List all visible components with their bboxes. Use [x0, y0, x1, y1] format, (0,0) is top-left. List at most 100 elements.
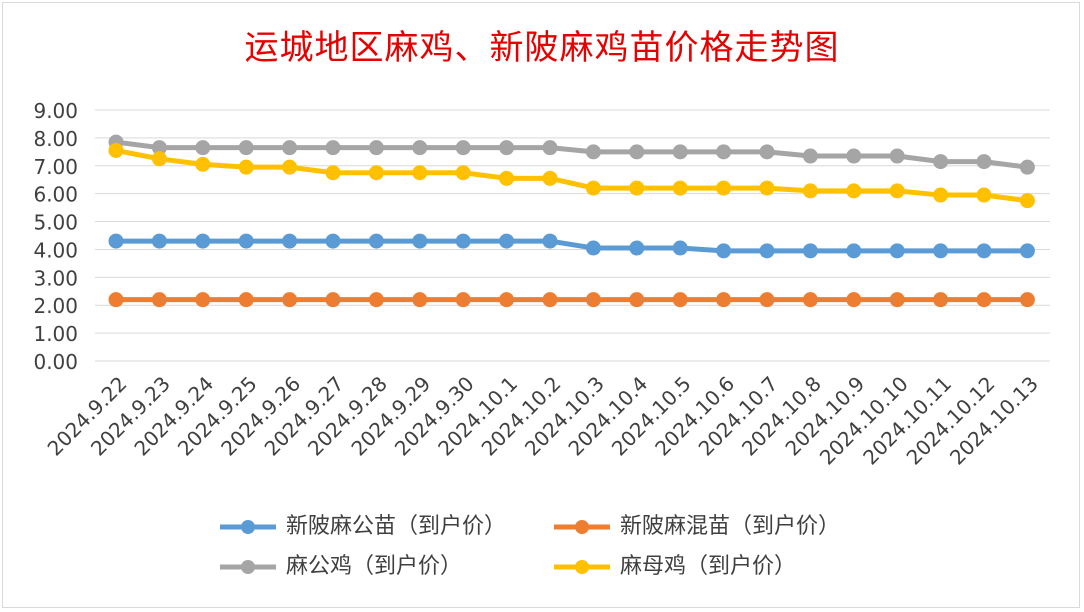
data-point	[282, 292, 298, 308]
legend-label: 麻母鸡（到户价）	[620, 554, 797, 579]
data-point	[585, 292, 601, 308]
data-point	[933, 154, 949, 170]
series-lines	[108, 134, 1035, 308]
data-point	[412, 233, 428, 249]
data-point	[585, 180, 601, 196]
data-point	[151, 233, 167, 249]
y-tick-label: 7.00	[33, 155, 78, 179]
series-0	[108, 233, 1035, 259]
data-point	[151, 151, 167, 167]
data-point	[933, 243, 949, 259]
data-point	[672, 180, 688, 196]
y-tick-label: 8.00	[33, 127, 78, 151]
data-point	[325, 292, 341, 308]
data-point	[412, 292, 428, 308]
data-point	[759, 144, 775, 160]
data-point	[802, 292, 818, 308]
data-point	[499, 140, 515, 156]
data-point	[889, 148, 905, 164]
data-point	[585, 240, 601, 256]
data-point	[195, 156, 211, 172]
data-point	[542, 170, 558, 186]
data-point	[542, 140, 558, 156]
data-point	[846, 183, 862, 199]
data-point	[672, 292, 688, 308]
data-point	[368, 233, 384, 249]
series-line	[113, 238, 1030, 254]
data-point	[499, 233, 515, 249]
data-point	[195, 140, 211, 156]
data-point	[1019, 159, 1035, 175]
data-point	[889, 183, 905, 199]
data-point	[672, 240, 688, 256]
gridlines	[95, 109, 1050, 362]
data-point	[889, 292, 905, 308]
data-point	[846, 243, 862, 259]
data-point	[195, 233, 211, 249]
data-point	[802, 243, 818, 259]
data-point	[455, 233, 471, 249]
data-point	[238, 159, 254, 175]
data-point	[1019, 243, 1035, 259]
y-tick-label: 3.00	[33, 266, 78, 290]
data-point	[195, 292, 211, 308]
legend-label: 新陂麻混苗（到户价）	[620, 514, 841, 539]
data-point	[846, 292, 862, 308]
y-tick-label: 9.00	[33, 99, 78, 123]
y-tick-label: 1.00	[33, 322, 78, 346]
series-2	[108, 134, 1035, 175]
y-tick-label: 0.00	[33, 350, 78, 374]
y-tick-label: 4.00	[33, 238, 78, 262]
data-point	[108, 292, 124, 308]
data-point	[976, 243, 992, 259]
data-point	[368, 292, 384, 308]
y-axis-ticks: 0.00 1.00 2.00 3.00 4.00 5.00 6.00 7.00 8.00 9.00	[33, 99, 78, 374]
data-point	[585, 144, 601, 160]
data-point	[455, 292, 471, 308]
data-point	[976, 187, 992, 203]
data-point	[933, 187, 949, 203]
data-point	[325, 165, 341, 181]
y-tick-label: 5.00	[33, 211, 78, 235]
data-point	[412, 140, 428, 156]
data-point	[455, 140, 471, 156]
data-point	[151, 140, 167, 156]
data-point	[976, 154, 992, 170]
data-point	[108, 233, 124, 249]
data-point	[238, 140, 254, 156]
legend-label: 新陂麻公苗（到户价）	[286, 514, 507, 539]
data-point	[1019, 193, 1035, 209]
series-line	[113, 139, 1030, 170]
series-3	[108, 142, 1035, 209]
data-point	[238, 233, 254, 249]
data-point	[716, 292, 732, 308]
data-point	[629, 180, 645, 196]
series-1	[108, 292, 1035, 308]
data-point	[716, 180, 732, 196]
data-point	[542, 233, 558, 249]
x-axis-ticks: 2024.9.222024.9.232024.9.242024.9.252024…	[43, 372, 1043, 470]
legend-swatch	[554, 560, 610, 574]
data-point	[672, 144, 688, 160]
series-line	[113, 147, 1030, 204]
data-point	[108, 142, 124, 158]
legend-swatch	[220, 560, 276, 574]
data-point	[542, 292, 558, 308]
data-point	[629, 240, 645, 256]
data-point	[282, 233, 298, 249]
data-point	[716, 243, 732, 259]
data-point	[325, 233, 341, 249]
data-point	[151, 292, 167, 308]
data-point	[499, 292, 515, 308]
legend-swatch	[554, 520, 610, 534]
data-point	[325, 140, 341, 156]
data-point	[629, 144, 645, 160]
data-point	[759, 292, 775, 308]
y-tick-label: 2.00	[33, 294, 78, 318]
data-point	[499, 170, 515, 186]
data-point	[282, 159, 298, 175]
data-point	[933, 292, 949, 308]
data-point	[802, 148, 818, 164]
y-tick-label: 6.00	[33, 183, 78, 207]
